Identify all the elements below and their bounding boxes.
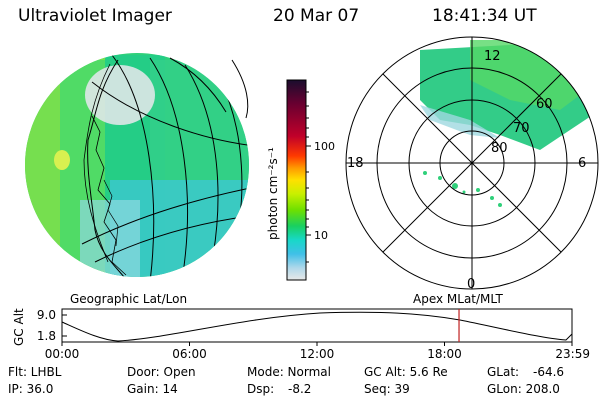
globe-image [25, 53, 249, 277]
colorbar-tick-100: 100 [314, 140, 335, 153]
mlt-label-0: 0 [467, 277, 475, 292]
glat-value: -64.6 [533, 365, 565, 379]
alt-tick-9: 9.0 [37, 308, 56, 322]
observation-time: 18:41:34 UT [432, 6, 537, 26]
filter-status: Flt: LHBL [8, 365, 62, 379]
mlt-label-12: 12 [484, 49, 501, 64]
gain-status: Gain: 14 [127, 382, 178, 396]
polar-view-label: Apex MLat/MLT [413, 292, 503, 306]
polar-image [345, 36, 599, 290]
seq-status: Seq: 39 [364, 382, 410, 396]
colorbar-unit-label: photon cm⁻²s⁻¹ [266, 147, 280, 240]
alt-tick-1-8: 1.8 [37, 329, 56, 343]
glat-label: GLat: [487, 365, 520, 379]
mlat-label-70: 70 [513, 121, 530, 136]
glon-status: GLon: 208.0 [487, 382, 560, 396]
alt-axis-label: GC Alt [12, 308, 26, 346]
ip-status: IP: 36.0 [8, 382, 54, 396]
time-tick-2359: 23:59 [555, 347, 590, 361]
time-tick-0000: 00:00 [45, 347, 80, 361]
mlat-label-80: 80 [491, 141, 508, 156]
time-tick-1800: 18:00 [427, 347, 462, 361]
time-tick-1200: 12:00 [300, 347, 335, 361]
globe-view-label: Geographic Lat/Lon [70, 292, 187, 306]
colorbar-tick-10: 10 [314, 229, 328, 242]
dsp-label: Dsp: [247, 382, 275, 396]
gc-alt-status: GC Alt: 5.6 Re [364, 365, 448, 379]
observation-date: 20 Mar 07 [273, 6, 360, 26]
mlat-label-60: 60 [536, 97, 553, 112]
mode-status: Mode: Normal [247, 365, 331, 379]
altitude-plot [61, 308, 573, 346]
time-tick-0600: 06:00 [172, 347, 207, 361]
instrument-title: Ultraviolet Imager [18, 6, 172, 26]
door-status: Door: Open [127, 365, 196, 379]
mlt-label-18: 18 [347, 156, 364, 171]
colorbar [286, 79, 311, 281]
dsp-value: -8.2 [288, 382, 312, 396]
mlt-label-6: 6 [578, 156, 586, 171]
